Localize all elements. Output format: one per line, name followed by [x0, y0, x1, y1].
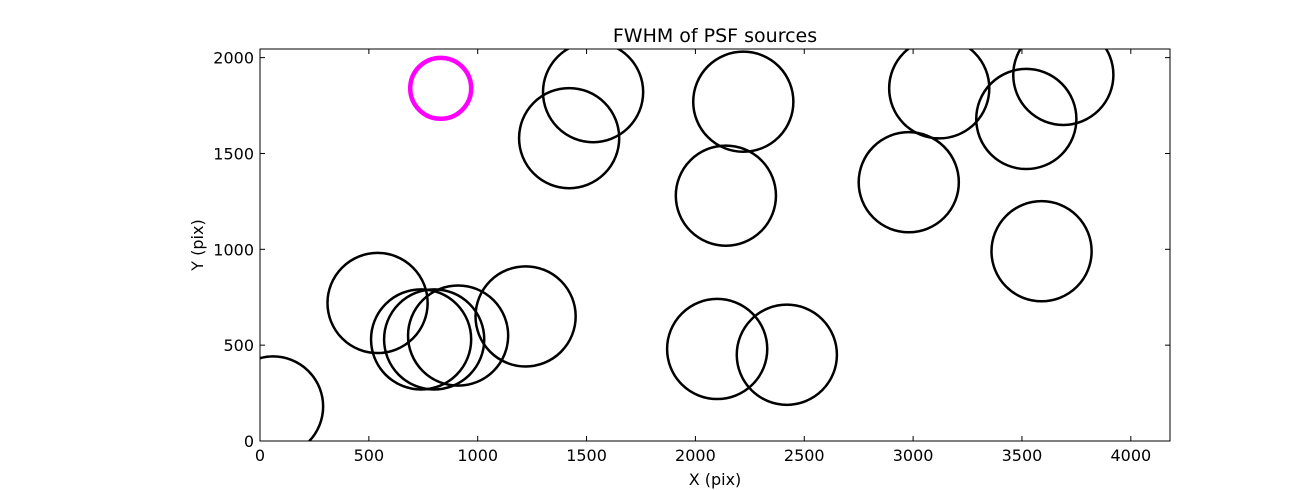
source-circle-1	[260, 355, 325, 441]
source-circle-6	[474, 265, 577, 368]
x-tick-label: 2000	[675, 446, 716, 465]
highlighted-source-circle	[407, 55, 474, 122]
x-tick-label: 3000	[893, 446, 934, 465]
y-axis-label: Y (pix)	[188, 219, 207, 271]
x-tick-label: 2500	[784, 446, 825, 465]
source-circle-14	[887, 49, 991, 140]
x-axis-label: X (pix)	[689, 470, 742, 489]
source-circle-7	[517, 86, 621, 190]
source-circle-10	[691, 50, 795, 154]
x-tick-label: 0	[255, 446, 265, 465]
source-circle-16	[1012, 49, 1115, 127]
source-circle-9	[674, 144, 778, 247]
y-tick-label: 500	[223, 336, 254, 355]
source-circle-3	[369, 288, 473, 391]
x-tick-label: 3500	[1002, 446, 1043, 465]
x-tick-label: 500	[354, 446, 385, 465]
x-tick-label: 1000	[457, 446, 498, 465]
source-circle-11	[665, 297, 769, 401]
x-tick-label: 4000	[1110, 446, 1151, 465]
source-circle-12	[735, 303, 839, 407]
source-circle-17	[990, 199, 1093, 303]
y-tick-label: 1000	[213, 240, 254, 259]
plot-frame	[259, 48, 1171, 442]
y-tick-label: 2000	[213, 49, 254, 68]
x-tick-label: 1500	[566, 446, 607, 465]
source-circle-13	[857, 130, 961, 234]
source-circle-4	[382, 288, 486, 391]
source-circle-15	[974, 67, 1078, 171]
ticks-layer: 0 500 1000 1500 2000 2500 3000 3500 4000 0 500 1000…	[213, 49, 1170, 465]
source-circle-2	[326, 251, 429, 355]
chart-title: FWHM of PSF sources	[613, 25, 817, 47]
sources-layer	[260, 49, 1115, 441]
source-circle-5	[406, 284, 510, 387]
y-tick-label: 0	[244, 432, 254, 451]
source-circle-8	[541, 49, 645, 144]
y-tick-label: 1500	[213, 144, 254, 163]
